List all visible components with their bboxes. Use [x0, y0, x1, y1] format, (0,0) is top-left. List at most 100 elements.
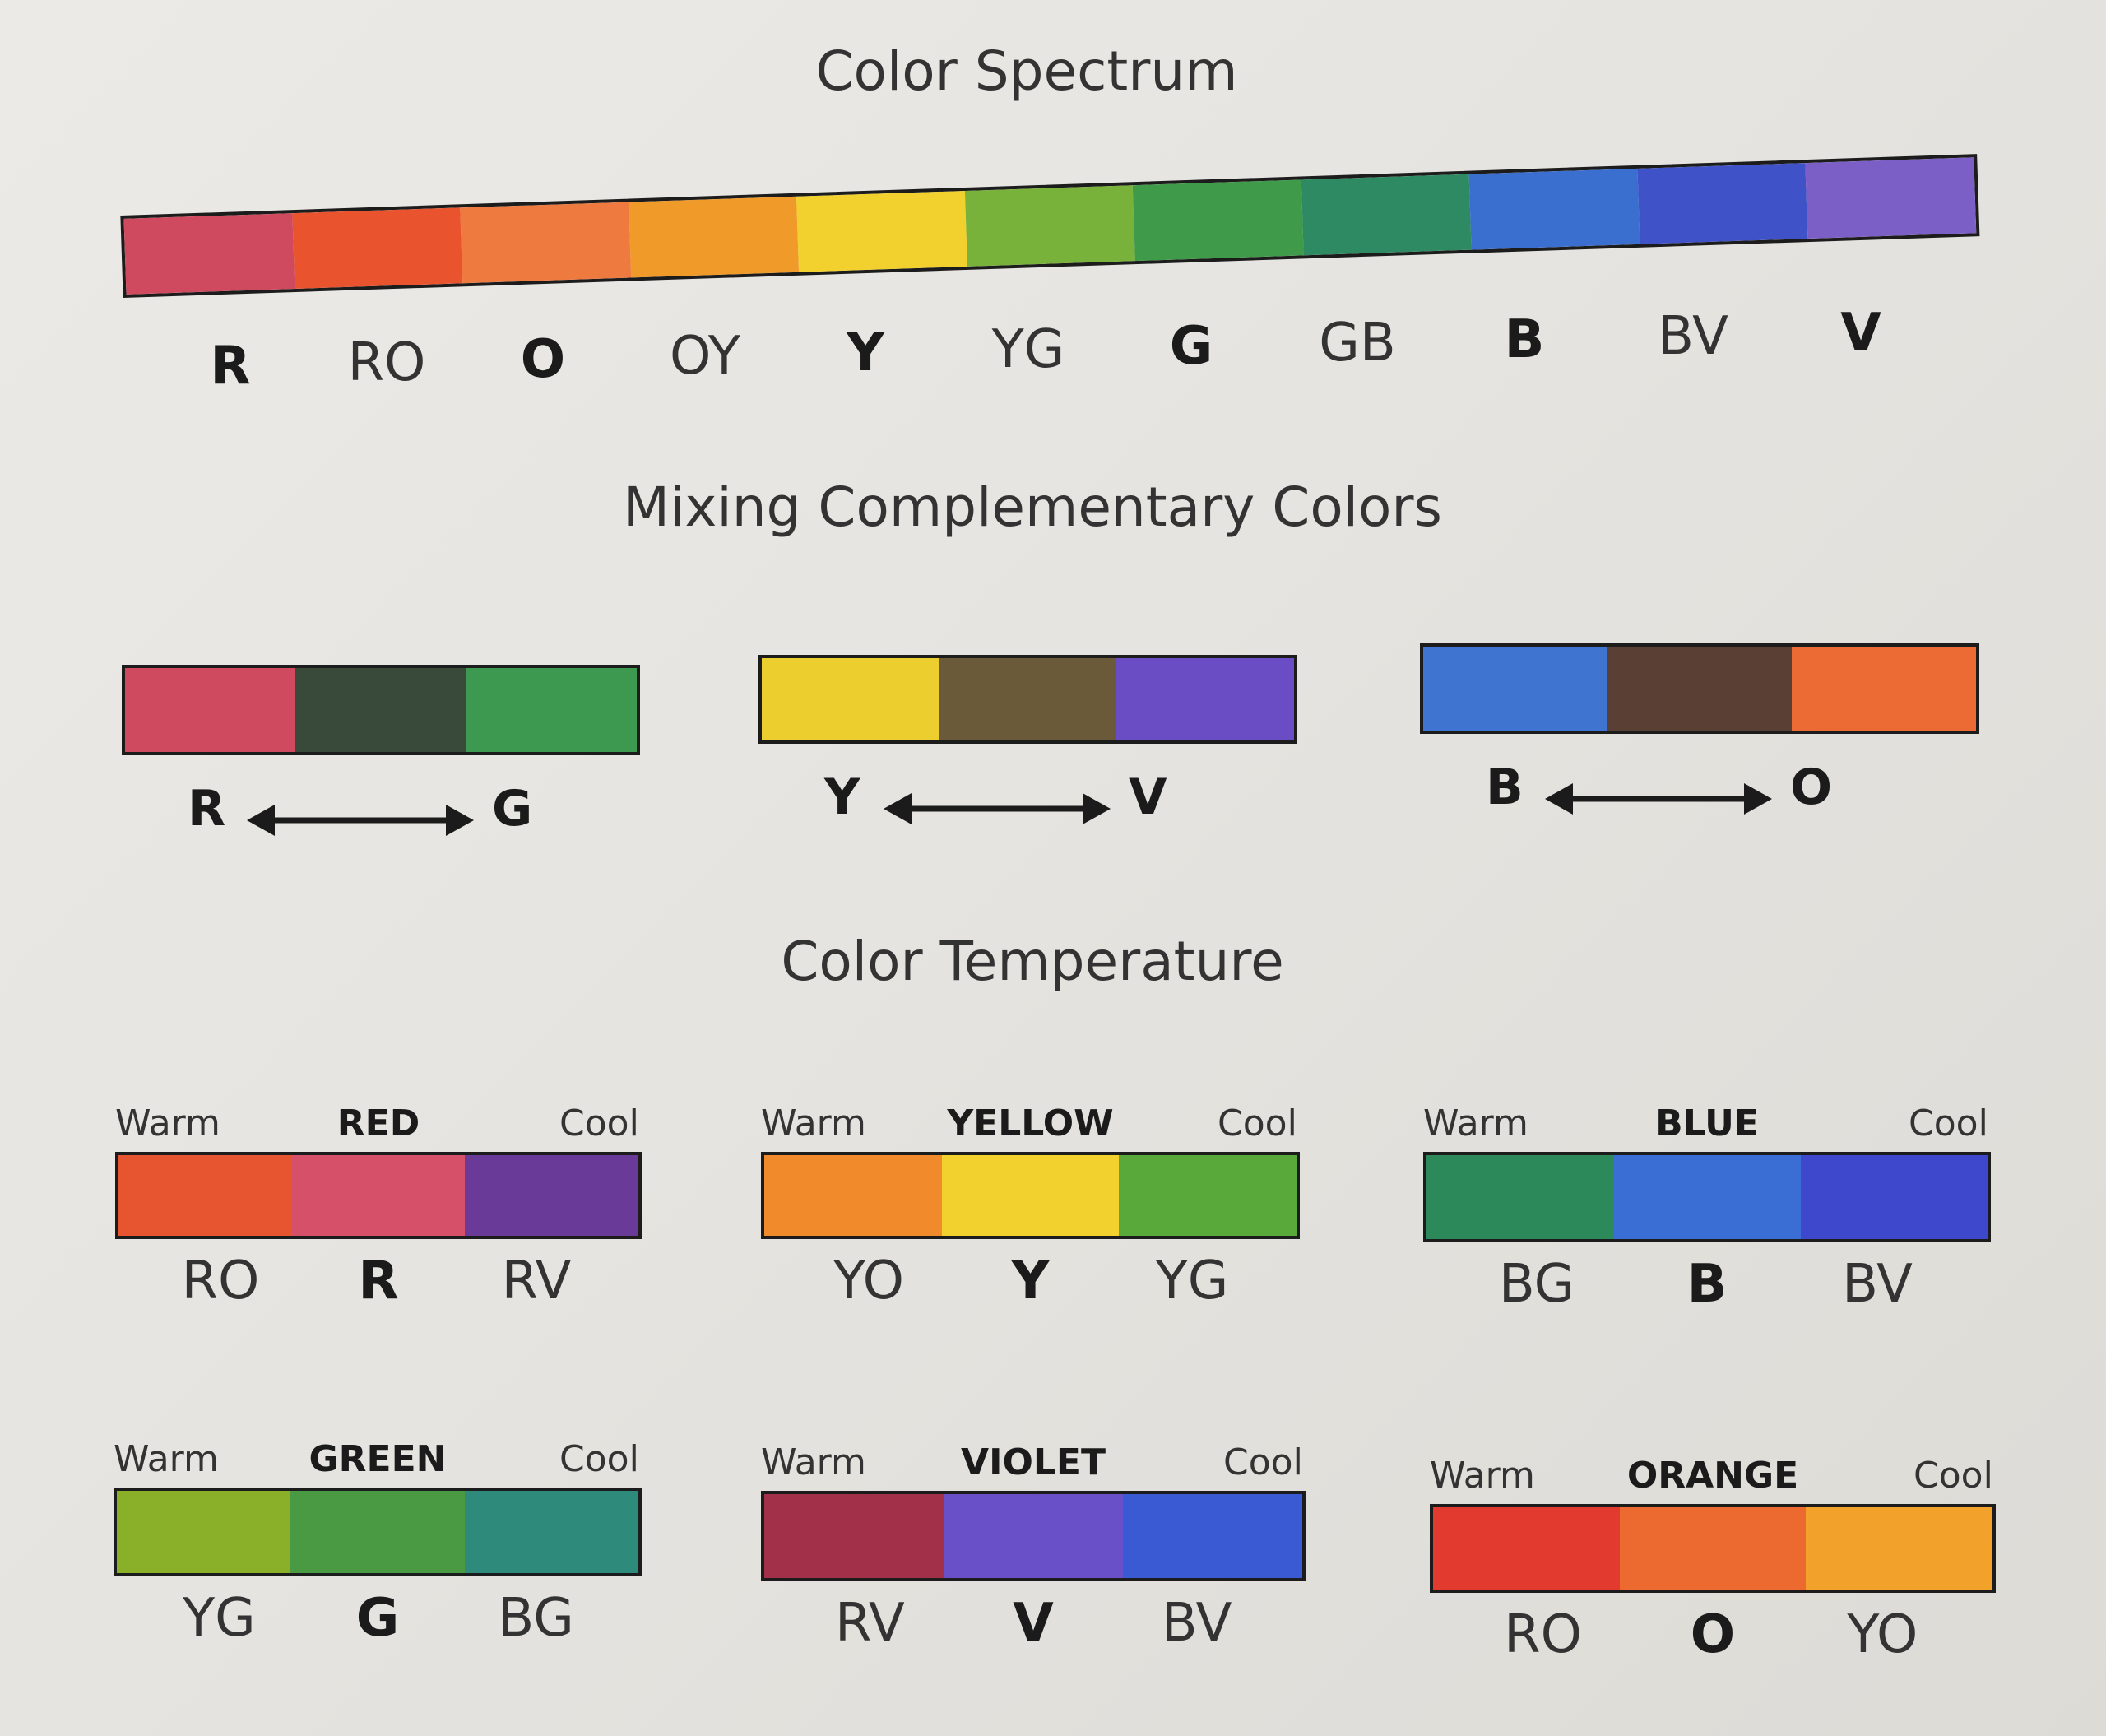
scale-label-yg: YG — [183, 1588, 256, 1649]
temperature-title: Color Temperature — [781, 930, 1284, 993]
spectrum-title: Color Spectrum — [815, 39, 1238, 103]
temperature-blue-segment-2 — [1613, 1155, 1801, 1239]
scale-label-r: R — [358, 1251, 399, 1311]
temperature-strip-orange — [1430, 1504, 1996, 1593]
spectrum-segment-9 — [1468, 168, 1640, 250]
complementary-3-segment-3 — [1792, 647, 1976, 731]
double-arrow-icon — [247, 805, 474, 836]
temperature-yellow-segment-1 — [764, 1155, 942, 1236]
spectrum-label-gb: GB — [1319, 313, 1396, 374]
scale-label-o: O — [1690, 1604, 1736, 1665]
scale-label-y: Y — [1011, 1251, 1050, 1311]
scale-label-yo: YO — [833, 1251, 904, 1311]
complementary-left-label: R — [188, 780, 226, 838]
temperature-green-segment-2 — [290, 1491, 465, 1573]
scale-label-ro: RO — [1504, 1604, 1583, 1665]
spectrum-label-g: G — [1169, 316, 1213, 377]
scale-name-green: GREEN — [308, 1438, 447, 1480]
spectrum-segment-4 — [628, 196, 800, 278]
complementary-right-label: G — [492, 780, 533, 838]
cool-label: Cool — [1218, 1102, 1297, 1144]
scale-name-blue: BLUE — [1655, 1102, 1759, 1144]
temperature-strip-violet — [761, 1491, 1306, 1581]
warm-label: Warm — [114, 1438, 219, 1480]
scale-label-yg: YG — [1155, 1251, 1229, 1311]
temperature-violet-segment-1 — [764, 1494, 944, 1578]
complementary-strip-3 — [1420, 643, 1979, 734]
spectrum-label-ro: RO — [347, 332, 426, 393]
scale-label-bv: BV — [1161, 1593, 1232, 1654]
temperature-red-segment-2 — [291, 1155, 466, 1236]
temperature-yellow-segment-3 — [1119, 1155, 1297, 1236]
scale-name-yellow: YELLOW — [947, 1102, 1114, 1144]
spectrum-segment-7 — [1133, 179, 1304, 262]
warm-label: Warm — [115, 1102, 220, 1144]
complementary-1-segment-3 — [466, 668, 637, 752]
complementary-3-segment-2 — [1607, 647, 1792, 731]
cool-label: Cool — [1913, 1455, 1993, 1497]
cool-label: Cool — [1223, 1441, 1303, 1483]
complementary-title: Mixing Complementary Colors — [623, 476, 1442, 539]
scale-label-v: V — [1013, 1593, 1054, 1654]
temperature-yellow-segment-2 — [941, 1155, 1120, 1236]
temperature-strip-blue — [1423, 1152, 1991, 1242]
cool-label: Cool — [559, 1102, 639, 1144]
complementary-left-label: B — [1486, 759, 1524, 816]
temperature-violet-segment-3 — [1123, 1494, 1302, 1578]
spectrum-label-yg: YG — [991, 319, 1065, 380]
complementary-strip-2 — [758, 655, 1297, 744]
spectrum-segment-2 — [291, 207, 463, 290]
spectrum-label-r: R — [210, 336, 251, 397]
scale-label-rv: RV — [835, 1593, 905, 1654]
complementary-2-segment-3 — [1116, 658, 1294, 740]
temperature-red-segment-1 — [118, 1155, 292, 1236]
double-arrow-icon — [884, 793, 1111, 824]
temperature-strip-red — [115, 1152, 642, 1239]
complementary-right-label: O — [1790, 759, 1833, 816]
spectrum-label-bv: BV — [1658, 306, 1728, 367]
spectrum-segment-6 — [964, 185, 1136, 267]
complementary-2-segment-1 — [762, 658, 939, 740]
warm-label: Warm — [761, 1102, 866, 1144]
complementary-left-label: Y — [824, 768, 860, 826]
spectrum-label-v: V — [1840, 303, 1881, 364]
temperature-violet-segment-2 — [944, 1494, 1123, 1578]
temperature-orange-segment-3 — [1806, 1507, 1992, 1590]
temperature-orange-segment-2 — [1619, 1507, 1807, 1590]
complementary-3-segment-1 — [1423, 647, 1607, 731]
temperature-blue-segment-1 — [1426, 1155, 1614, 1239]
double-arrow-icon — [1545, 783, 1772, 815]
spectrum-segment-5 — [796, 190, 967, 272]
cool-label: Cool — [559, 1438, 639, 1480]
complementary-1-segment-2 — [295, 668, 466, 752]
scale-name-violet: VIOLET — [961, 1441, 1106, 1483]
spectrum-segment-1 — [123, 213, 295, 295]
spectrum-segment-3 — [460, 202, 631, 284]
scale-name-orange: ORANGE — [1626, 1455, 1799, 1497]
complementary-2-segment-2 — [939, 658, 1117, 740]
spectrum-segment-11 — [1805, 157, 1977, 239]
complementary-1-segment-1 — [125, 668, 296, 752]
scale-name-red: RED — [336, 1102, 420, 1144]
complementary-right-label: V — [1129, 768, 1167, 826]
warm-label: Warm — [1430, 1455, 1535, 1497]
spectrum-label-oy: OY — [670, 326, 740, 387]
spectrum-segment-8 — [1301, 174, 1472, 256]
spectrum-label-o: O — [520, 329, 566, 390]
spectrum-label-y: Y — [846, 323, 885, 383]
spectrum-segment-10 — [1637, 163, 1808, 244]
warm-label: Warm — [1423, 1102, 1528, 1144]
scale-label-g: G — [355, 1588, 400, 1649]
complementary-strip-1 — [122, 665, 640, 755]
scale-label-bv: BV — [1842, 1254, 1913, 1315]
scale-label-rv: RV — [501, 1251, 572, 1311]
spectrum-strip — [120, 154, 1980, 298]
cool-label: Cool — [1909, 1102, 1988, 1144]
scale-label-ro: RO — [181, 1251, 260, 1311]
temperature-green-segment-3 — [464, 1491, 638, 1573]
temperature-blue-segment-3 — [1800, 1155, 1988, 1239]
scale-label-yo: YO — [1847, 1604, 1918, 1665]
spectrum-label-b: B — [1504, 309, 1545, 370]
temperature-green-segment-1 — [117, 1491, 291, 1573]
